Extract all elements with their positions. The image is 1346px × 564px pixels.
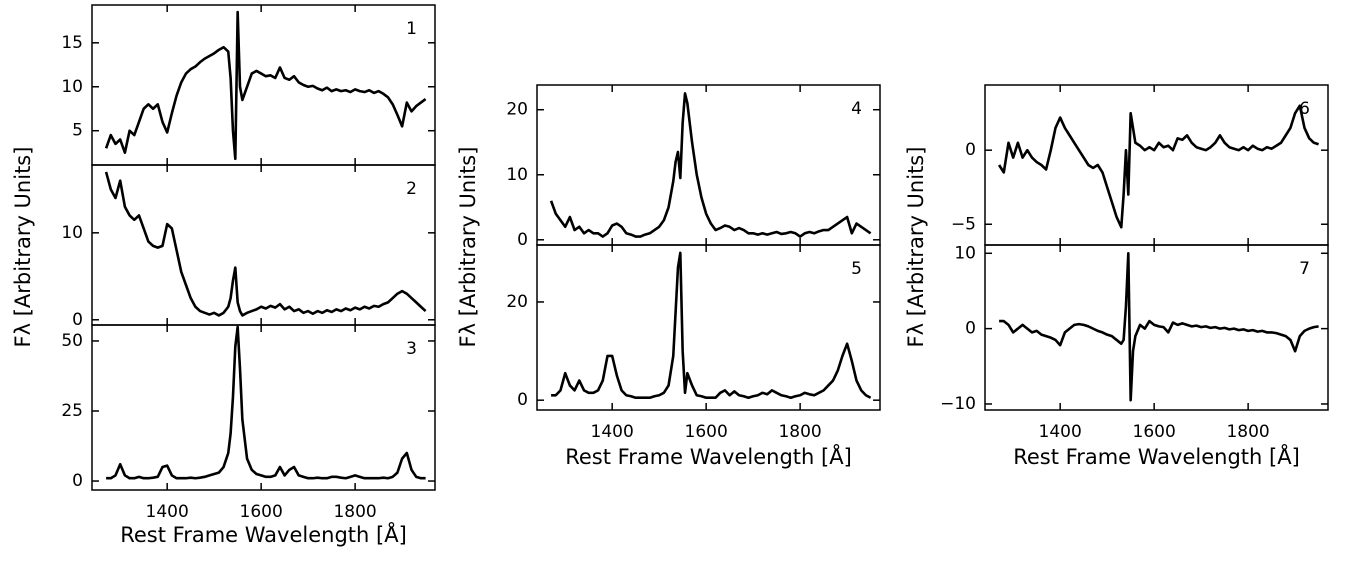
spectrum-line	[998, 104, 1319, 229]
y-axis-label: Fλ [Arbitrary Units]	[456, 147, 480, 348]
x-tick-label: 1800	[333, 502, 376, 522]
axes-frame	[984, 84, 1329, 246]
x-tick-label: 1800	[1226, 422, 1269, 442]
y-axis-label: Fλ [Arbitrary Units]	[11, 147, 35, 348]
x-tick-label: 1600	[240, 502, 283, 522]
spectrum-line	[104, 10, 427, 161]
axes-frame	[91, 4, 436, 166]
y-tick-label: 10	[61, 77, 83, 97]
x-tick-label: 1800	[778, 422, 821, 442]
y-tick-label: 0	[72, 310, 83, 330]
panel-label: 2	[406, 179, 417, 199]
y-tick-label: 10	[61, 223, 83, 243]
y-tick-label: 0	[965, 140, 976, 160]
axes-frame	[984, 244, 1329, 411]
x-tick-label: 1400	[146, 502, 189, 522]
y-tick-label: 25	[61, 401, 83, 421]
y-tick-label: 20	[506, 292, 528, 312]
spectrum-line	[999, 251, 1319, 402]
x-axis-label: Rest Frame Wavelength [Å]	[565, 443, 852, 469]
y-tick-label: 0	[517, 230, 528, 250]
spectrum-line	[551, 251, 872, 400]
y-tick-label: 10	[506, 165, 528, 185]
panel-label: 7	[1299, 259, 1310, 279]
y-tick-label: 5	[72, 121, 83, 141]
panel-label: 4	[851, 99, 862, 119]
spectrum-line	[549, 92, 872, 238]
spectrum-line	[104, 171, 427, 317]
y-tick-label: 50	[61, 331, 83, 351]
y-tick-label: 0	[517, 390, 528, 410]
y-tick-label: 10	[954, 243, 976, 263]
y-axis-label: Fλ [Arbitrary Units]	[904, 147, 928, 348]
panel-label: 6	[1299, 99, 1310, 119]
y-tick-label: 0	[965, 319, 976, 339]
x-tick-label: 1400	[591, 422, 634, 442]
panel-label: 5	[851, 259, 862, 279]
spectrum-line	[106, 325, 426, 480]
x-tick-label: 1400	[1039, 422, 1082, 442]
x-tick-label: 1600	[685, 422, 728, 442]
axes-frame	[91, 324, 436, 491]
axes-frame	[536, 244, 881, 411]
panel-label: 3	[406, 339, 417, 359]
y-tick-label: −5	[951, 214, 976, 234]
y-tick-label: −10	[940, 394, 976, 414]
y-tick-label: 20	[506, 100, 528, 120]
y-tick-label: 0	[72, 471, 83, 491]
x-tick-label: 1600	[1133, 422, 1176, 442]
axes-frame	[91, 164, 436, 326]
x-axis-label: Rest Frame Wavelength [Å]	[1013, 443, 1300, 469]
panel-label: 1	[406, 19, 417, 39]
x-axis-label: Rest Frame Wavelength [Å]	[120, 521, 407, 547]
y-tick-label: 15	[61, 33, 83, 53]
